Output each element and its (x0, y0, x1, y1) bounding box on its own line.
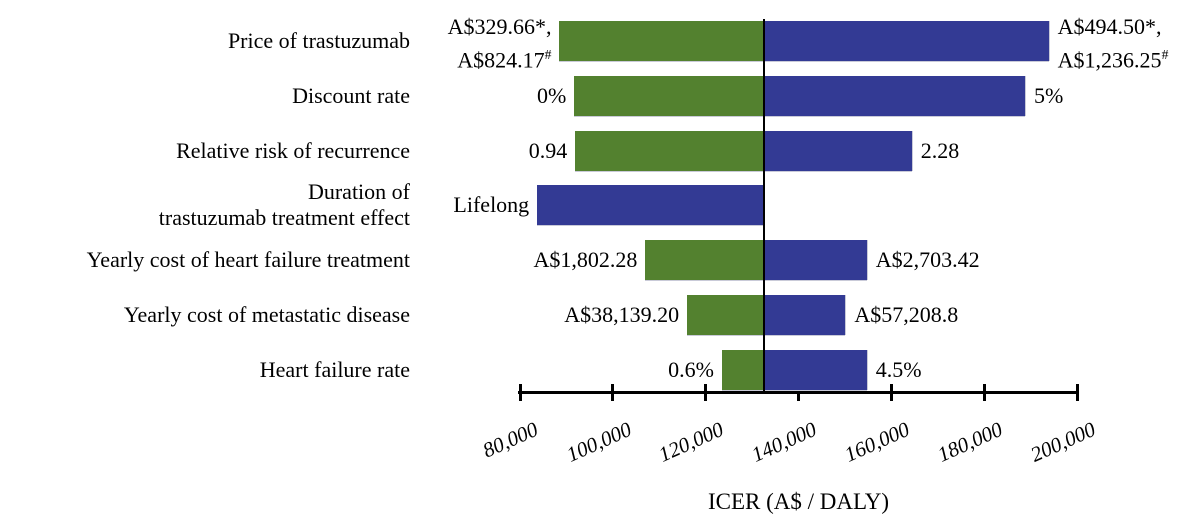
category-label: Discount rate (292, 82, 410, 108)
x-tick-label: 80,000 (479, 417, 542, 463)
bar-segment-green (645, 240, 765, 281)
x-tick-label: 120,000 (655, 417, 728, 467)
bar-segment-green (574, 75, 765, 116)
category-label: Relative risk of recurrence (176, 137, 410, 163)
value-label-high: 4.5% (875, 356, 922, 382)
x-tick (982, 384, 986, 401)
baseline-line (763, 19, 766, 393)
value-label-low: A$329.66*, A$824.17# (447, 14, 552, 73)
category-label: Price of trastuzumab (227, 28, 410, 53)
bar-segment-green (721, 349, 765, 390)
x-tick-label: 180,000 (933, 417, 1006, 467)
value-label-low: 0.94 (528, 137, 568, 163)
x-tick (1075, 384, 1079, 401)
value-label-low: 0% (536, 82, 567, 108)
x-tick (797, 384, 800, 401)
x-tick-label: 200,000 (1026, 417, 1099, 467)
value-label-low: 0.6% (668, 356, 714, 382)
bar-segment-blue (764, 295, 846, 335)
x-axis-title: ICER (A$ / DALY) (707, 489, 890, 514)
bar-segment-green (687, 295, 765, 335)
value-label-high: 2.28 (920, 137, 960, 163)
bar-segment-blue (764, 75, 1025, 116)
value-label-low: A$38,139.20 (564, 302, 680, 327)
bar-segment-blue (537, 185, 765, 226)
bar-segment-blue (764, 349, 867, 390)
value-label-low: Lifelong (453, 192, 530, 218)
bar-segment-blue (764, 130, 912, 171)
category-label: Yearly cost of metastatic disease (123, 302, 410, 327)
bar-segment-green (575, 130, 765, 171)
x-tick (889, 384, 893, 401)
value-label-high: A$2,703.42 (875, 247, 980, 273)
x-tick-label: 140,000 (748, 417, 821, 467)
category-label: Heart failure rate (259, 356, 410, 382)
value-label-high: A$494.50*, A$1,236.25# (1057, 14, 1169, 73)
value-label-high: 5% (1034, 82, 1064, 108)
x-tick (518, 384, 522, 401)
x-tick (704, 384, 708, 401)
x-tick (611, 384, 615, 401)
value-label-high: A$57,208.8 (854, 302, 959, 327)
category-label: Duration of trastuzumab treatment effect (158, 179, 410, 231)
category-label: Yearly cost of heart failure treatment (86, 247, 410, 273)
bar-segment-green (559, 21, 765, 61)
value-label-low: A$1,802.28 (533, 247, 638, 273)
x-tick-label: 160,000 (840, 417, 914, 467)
bar-segment-blue (764, 21, 1049, 61)
bar-segment-blue (764, 240, 867, 281)
x-tick-label: 100,000 (562, 417, 635, 467)
